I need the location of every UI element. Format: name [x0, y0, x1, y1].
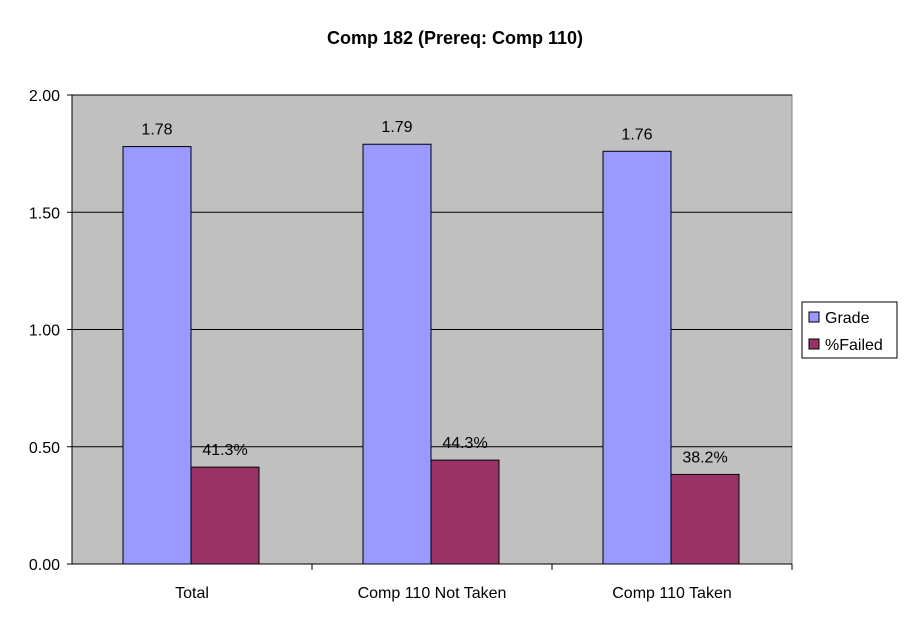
bar-failed: [671, 474, 739, 564]
x-tick-label: Comp 110 Taken: [612, 585, 731, 602]
y-tick-label: 0.50: [29, 440, 60, 457]
data-label: 38.2%: [682, 449, 727, 466]
legend-label-failed: %Failed: [825, 337, 883, 354]
data-label: 1.79: [381, 119, 412, 136]
bar-failed: [191, 467, 259, 564]
data-label: 44.3%: [442, 435, 487, 452]
data-label: 1.78: [141, 122, 172, 139]
bar-grade: [603, 151, 671, 564]
y-tick-label: 1.50: [29, 205, 60, 222]
chart-title: Comp 182 (Prereq: Comp 110): [327, 28, 583, 48]
legend-swatch-grade: [809, 312, 819, 322]
bar-failed: [431, 460, 499, 564]
x-tick-label: Total: [175, 585, 209, 602]
chart: Comp 182 (Prereq: Comp 110) 1.78 41.3% 1.7…: [0, 0, 911, 623]
y-tick-label: 2.00: [29, 88, 60, 105]
x-tick-label: Comp 110 Not Taken: [358, 585, 507, 602]
bar-grade: [363, 144, 431, 564]
data-label: 1.76: [621, 126, 652, 143]
legend-label-grade: Grade: [825, 310, 870, 327]
y-tick-label: 1.00: [29, 323, 60, 340]
bar-grade: [123, 147, 191, 564]
legend-swatch-failed: [809, 339, 819, 349]
data-label: 41.3%: [202, 442, 247, 459]
legend: Grade %Failed: [802, 302, 897, 358]
y-tick-label: 0.00: [29, 557, 60, 574]
